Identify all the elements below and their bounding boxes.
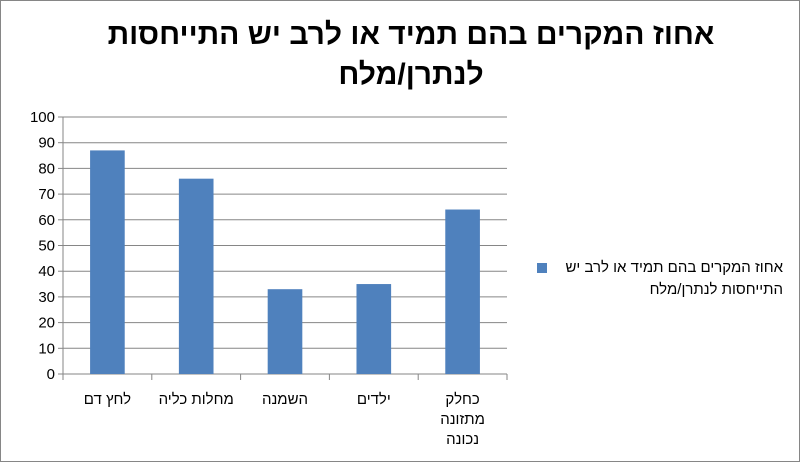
bar	[178, 178, 214, 374]
chart-title: אחוז המקרים בהם תמיד או לרב יש התייחסות …	[107, 18, 715, 91]
x-category-label: נכונה	[446, 431, 479, 448]
x-category-label: מתזונה	[440, 411, 485, 428]
x-category-label: מחלות כליה	[159, 391, 234, 408]
y-tick-label: 10	[38, 340, 55, 357]
y-tick-label: 100	[30, 109, 55, 126]
legend-swatch	[537, 263, 547, 273]
y-tick-label: 20	[38, 315, 55, 332]
y-tick-label: 40	[38, 263, 55, 280]
y-tick-label: 30	[38, 289, 55, 306]
bar	[445, 209, 480, 374]
bar	[90, 150, 125, 374]
y-tick-label: 70	[38, 186, 55, 203]
x-category-label: ילדים	[357, 391, 391, 408]
y-tick-label: 90	[38, 135, 55, 152]
x-category-label: השמנה	[262, 391, 308, 408]
bar	[356, 284, 392, 374]
y-tick-label: 80	[38, 160, 55, 177]
y-tick-label: 50	[38, 238, 55, 255]
y-tick-label: 60	[38, 212, 55, 229]
x-category-label: לחץ דם	[84, 391, 131, 408]
legend-entry: אחוז המקרים בהם תמיד או לרב יש התייחסות …	[565, 259, 783, 298]
bar	[267, 289, 303, 374]
x-category-label: כחלק	[445, 391, 480, 408]
y-tick-label: 0	[47, 366, 55, 383]
